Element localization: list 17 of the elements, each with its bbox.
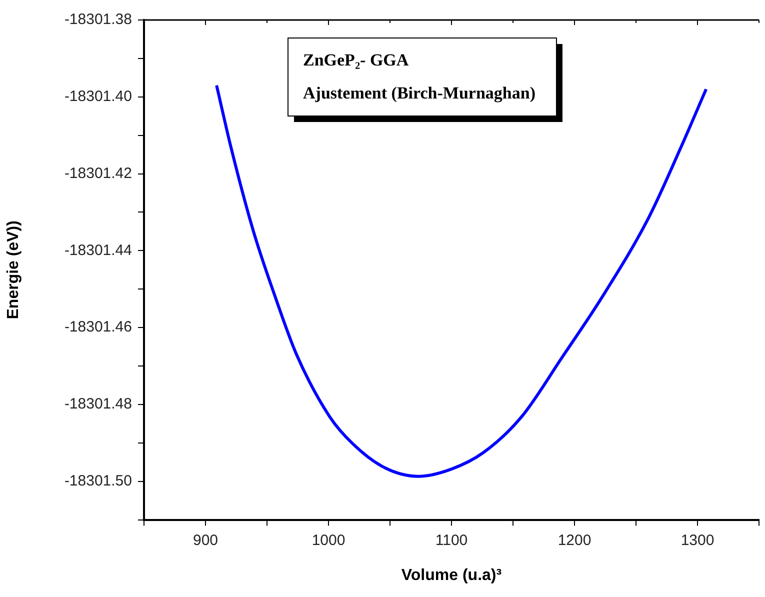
x-tick-label: 1000 <box>312 532 346 549</box>
y-tick-label: -18301.42 <box>64 164 132 182</box>
y-tick-label: -18301.50 <box>64 472 132 490</box>
line-series <box>215 84 708 478</box>
y-tick-label: -18301.48 <box>64 396 132 413</box>
y-tick-label: -18301.38 <box>64 11 132 28</box>
x-tick-label: 1100 <box>435 532 468 549</box>
y-axis-title: Energie (eV)) <box>5 220 22 320</box>
annotation: Ajustement (Birch-Murnaghan) <box>303 83 536 102</box>
x-tick-label: 1200 <box>558 532 592 549</box>
y-tick-label: -18301.40 <box>64 88 132 106</box>
y-tick-label: -18301.44 <box>64 242 132 259</box>
y-tick-label: -18301.46 <box>64 318 132 336</box>
x-tick-label: 1300 <box>680 532 714 549</box>
annotation: ZnGeP₂- GGA <box>303 50 410 70</box>
x-axis-title: Volume (u.a)³ <box>401 566 502 584</box>
x-tick-label: 900 <box>192 532 218 549</box>
